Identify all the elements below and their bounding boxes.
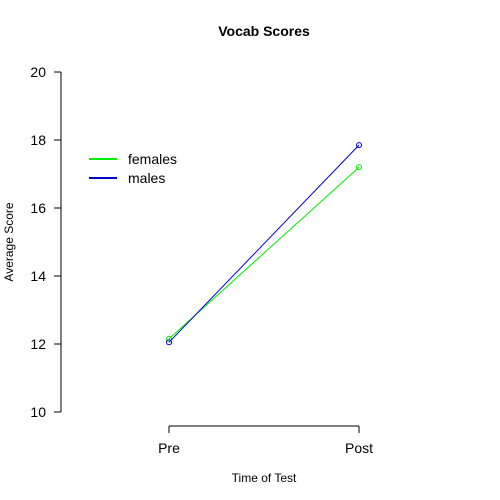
legend: females males xyxy=(89,151,177,186)
x-tick-label: Post xyxy=(345,440,373,456)
legend-label-females: females xyxy=(128,151,177,167)
y-axis-ticks: 10 12 14 16 18 20 xyxy=(30,64,61,420)
x-axis-ticks: Pre Post xyxy=(158,426,373,456)
y-axis-title: Average Score xyxy=(2,202,16,281)
series-layer xyxy=(166,142,362,346)
data-point-males xyxy=(356,142,362,149)
y-tick-label: 18 xyxy=(30,132,46,148)
y-tick-label: 12 xyxy=(30,336,46,352)
series-line-males xyxy=(168,144,360,343)
chart-title: Vocab Scores xyxy=(218,23,310,39)
data-point-males xyxy=(166,339,172,346)
y-tick-label: 14 xyxy=(30,268,46,284)
y-tick-label: 20 xyxy=(30,64,46,80)
x-tick-label: Pre xyxy=(158,440,180,456)
y-tick-label: 10 xyxy=(30,404,46,420)
series-line-females xyxy=(168,166,360,340)
legend-label-males: males xyxy=(128,170,165,186)
data-point-females xyxy=(356,164,362,171)
y-tick-label: 16 xyxy=(30,200,46,216)
data-point-females xyxy=(166,335,172,342)
x-axis-title: Time of Test xyxy=(232,471,297,485)
